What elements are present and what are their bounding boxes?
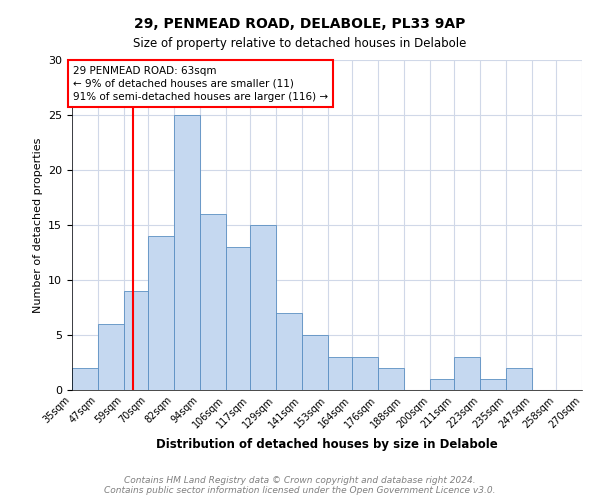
Bar	[480, 379, 506, 390]
Bar	[276, 313, 302, 390]
Bar	[430, 379, 454, 390]
Bar	[98, 324, 124, 390]
Text: Size of property relative to detached houses in Delabole: Size of property relative to detached ho…	[133, 38, 467, 51]
Text: 29 PENMEAD ROAD: 63sqm
← 9% of detached houses are smaller (11)
91% of semi-deta: 29 PENMEAD ROAD: 63sqm ← 9% of detached …	[73, 66, 328, 102]
Bar	[454, 357, 480, 390]
Bar	[250, 225, 276, 390]
Bar	[72, 368, 98, 390]
Bar	[226, 247, 250, 390]
Y-axis label: Number of detached properties: Number of detached properties	[32, 138, 43, 312]
Bar	[378, 368, 404, 390]
Bar	[124, 291, 148, 390]
Text: Contains HM Land Registry data © Crown copyright and database right 2024.
Contai: Contains HM Land Registry data © Crown c…	[104, 476, 496, 495]
Bar	[148, 236, 174, 390]
Text: 29, PENMEAD ROAD, DELABOLE, PL33 9AP: 29, PENMEAD ROAD, DELABOLE, PL33 9AP	[134, 18, 466, 32]
Bar	[200, 214, 226, 390]
X-axis label: Distribution of detached houses by size in Delabole: Distribution of detached houses by size …	[156, 438, 498, 451]
Bar	[328, 357, 352, 390]
Bar	[174, 115, 200, 390]
Bar	[302, 335, 328, 390]
Bar	[352, 357, 378, 390]
Bar	[506, 368, 532, 390]
Bar	[582, 379, 600, 390]
